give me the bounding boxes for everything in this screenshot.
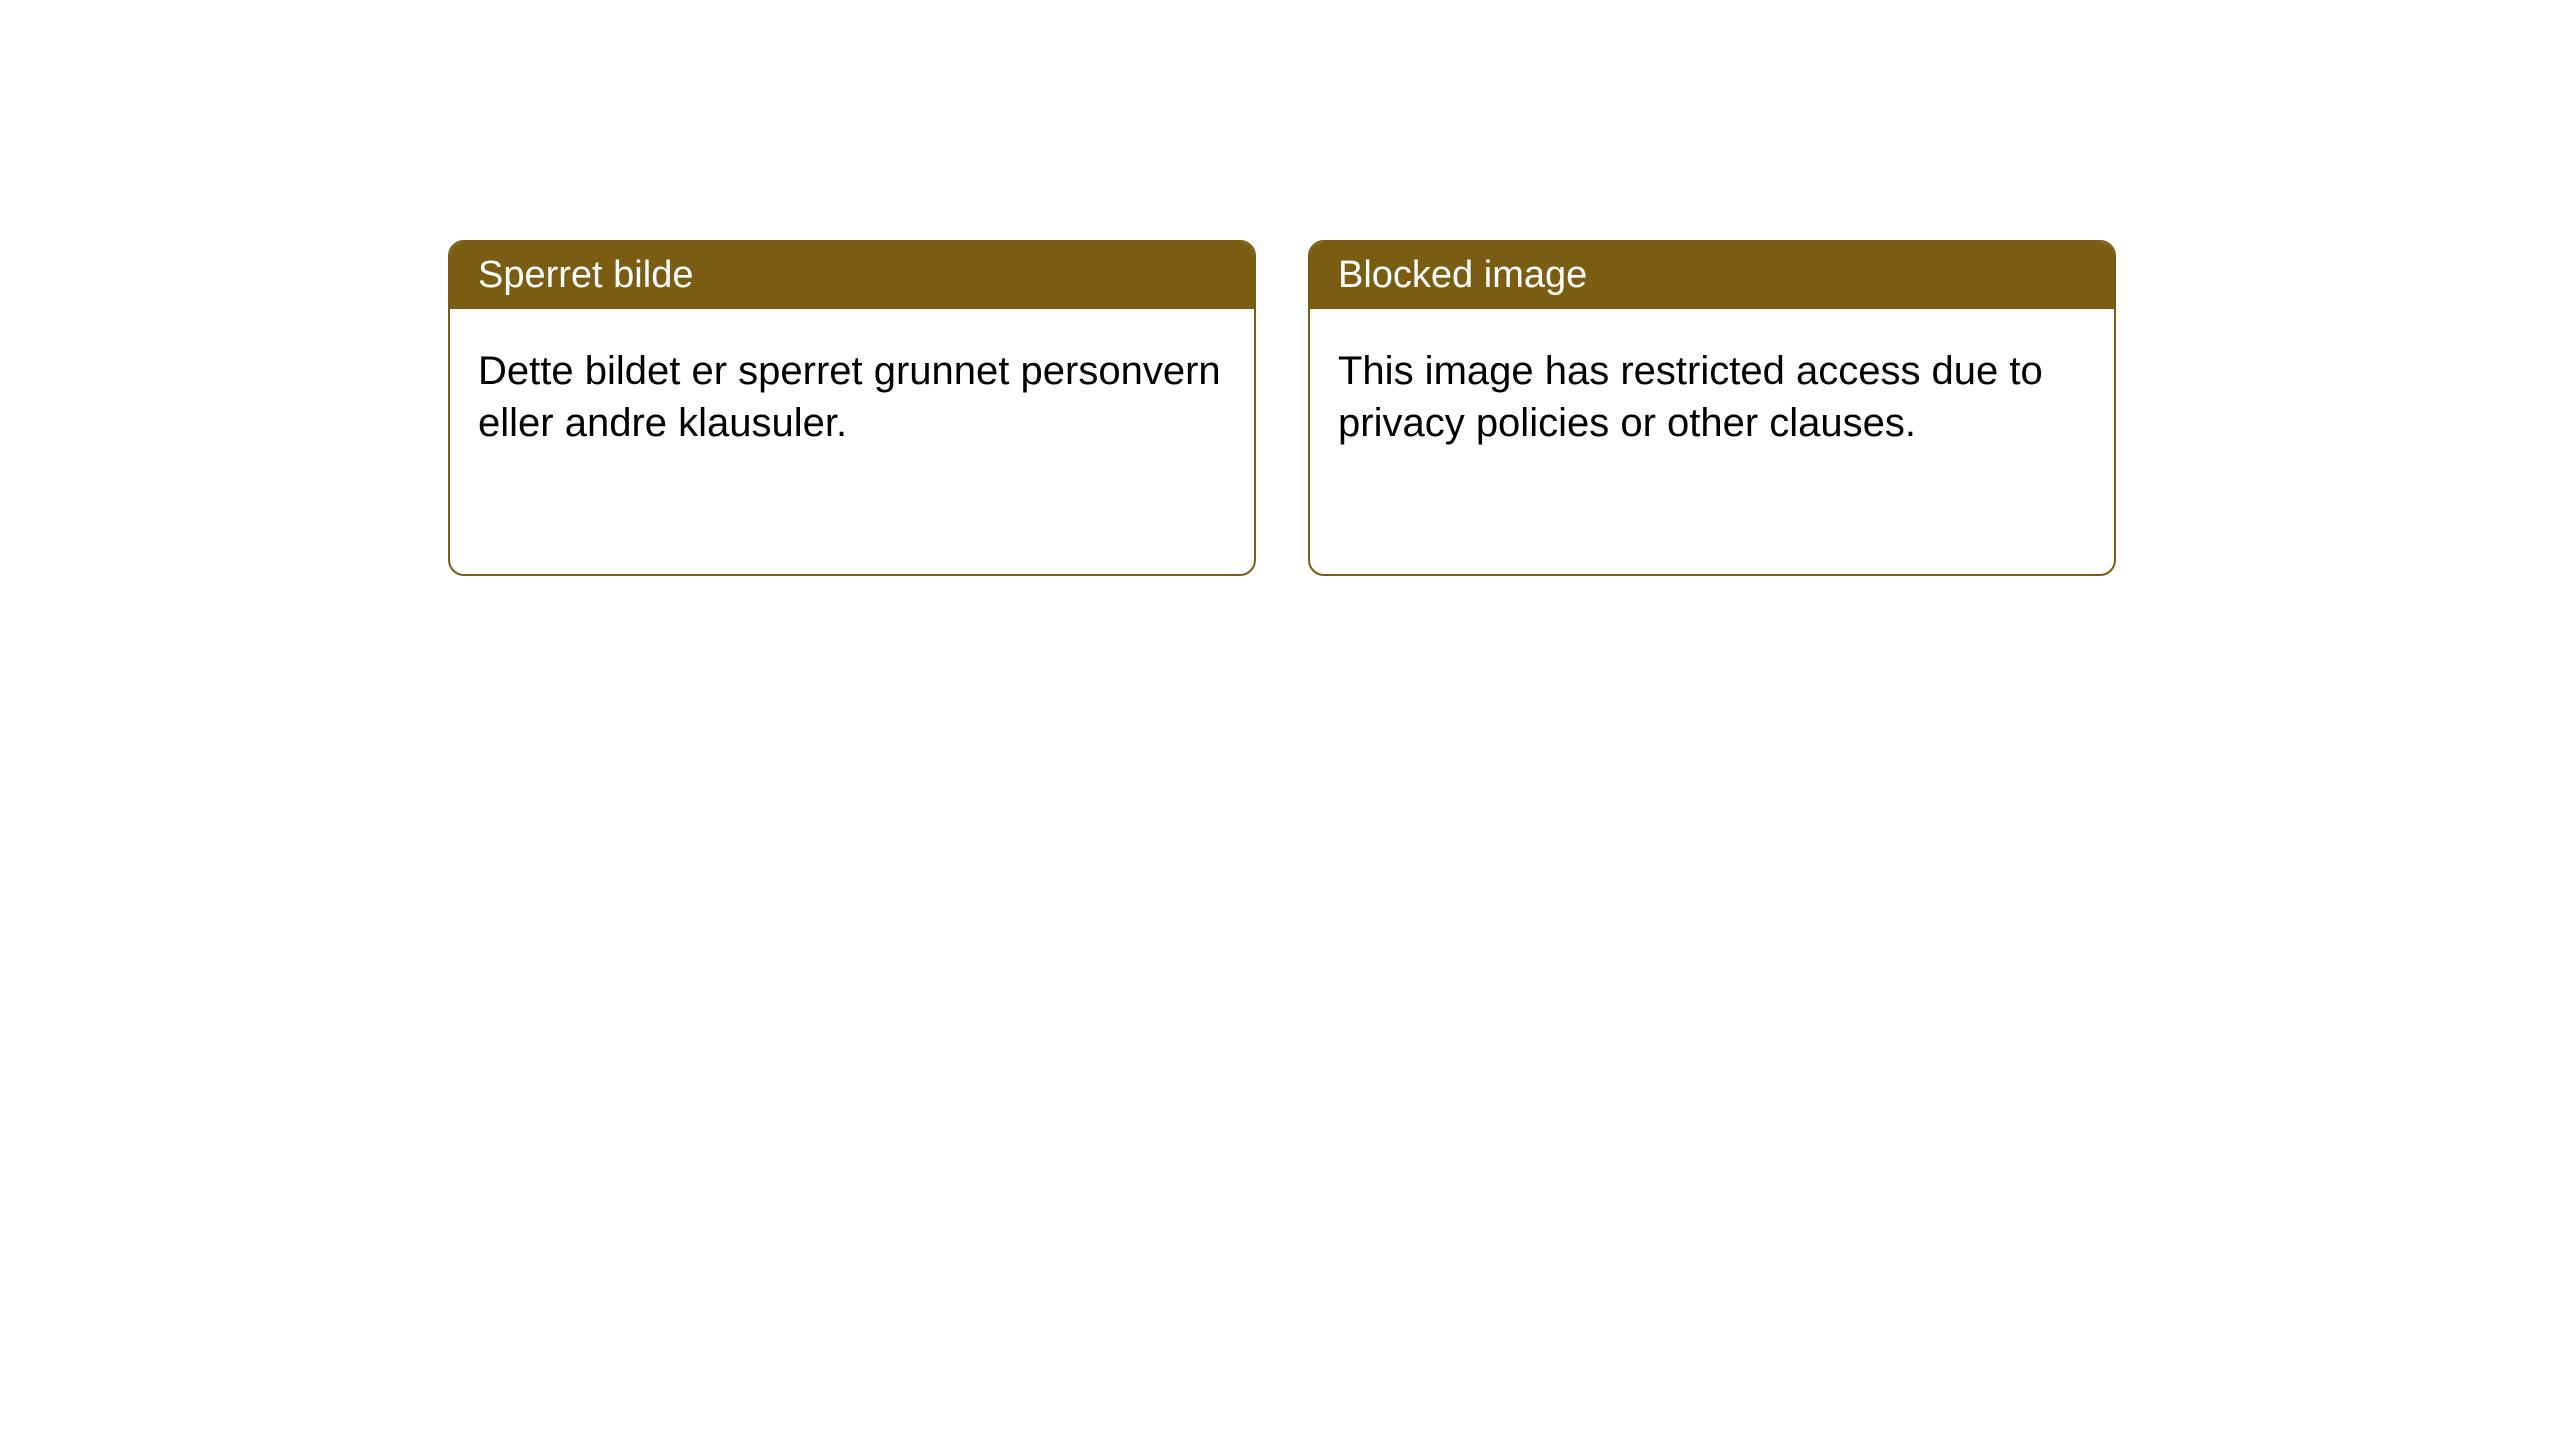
- card-text-norwegian: Dette bildet er sperret grunnet personve…: [478, 349, 1221, 445]
- notice-card-english: Blocked image This image has restricted …: [1308, 240, 2116, 576]
- card-body-english: This image has restricted access due to …: [1310, 309, 2114, 485]
- card-text-english: This image has restricted access due to …: [1338, 349, 2043, 445]
- card-header-norwegian: Sperret bilde: [450, 242, 1254, 309]
- card-body-norwegian: Dette bildet er sperret grunnet personve…: [450, 309, 1254, 485]
- card-title-norwegian: Sperret bilde: [478, 254, 693, 296]
- card-header-english: Blocked image: [1310, 242, 2114, 309]
- notice-card-norwegian: Sperret bilde Dette bildet er sperret gr…: [448, 240, 1256, 576]
- card-title-english: Blocked image: [1338, 254, 1587, 296]
- notice-container: Sperret bilde Dette bildet er sperret gr…: [0, 0, 2560, 576]
